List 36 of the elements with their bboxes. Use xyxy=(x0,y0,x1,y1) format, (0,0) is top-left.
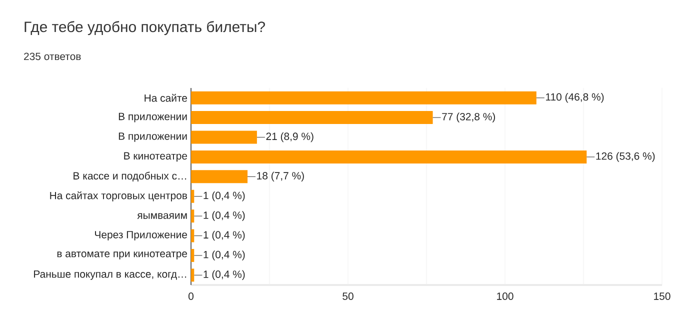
bar xyxy=(191,111,433,124)
chart-title: Где тебе удобно покупать билеты? xyxy=(24,21,265,36)
bar xyxy=(191,229,194,242)
x-tick-label: 150 xyxy=(654,292,670,300)
bar xyxy=(191,248,194,262)
y-tick-label: Раньше покупал в кассе, когд… xyxy=(34,270,186,280)
y-tick-label: В кинотеатре xyxy=(124,152,188,162)
y-tick-label: яымваяим xyxy=(137,213,187,219)
bar xyxy=(191,130,257,144)
bar xyxy=(191,170,248,184)
y-tick-label: На сайтах торговых центров xyxy=(50,191,188,202)
y-tick-label: Через Приложение xyxy=(95,231,188,240)
data-label: 1 (0,4 %) xyxy=(204,270,245,280)
data-label: 18 (7,7 %) xyxy=(257,172,304,182)
bar xyxy=(191,190,194,203)
data-label: 1 (0,4 %) xyxy=(204,250,245,260)
data-label: 77 (32,8 %) xyxy=(442,112,495,122)
bar xyxy=(191,91,536,104)
y-tick-label: В кассе и подобных с… xyxy=(74,172,186,182)
x-tick-label: 100 xyxy=(497,292,514,300)
x-tick-label: 0 xyxy=(188,292,194,300)
y-tick-label: В приложении xyxy=(118,132,187,142)
data-label: 126 (53,6 %) xyxy=(596,152,655,162)
x-tick-label: 50 xyxy=(342,292,354,300)
bar xyxy=(191,268,194,282)
y-tick-label: в автомате при кинотеатре xyxy=(57,252,188,260)
text: 235 ответов xyxy=(24,52,81,60)
y-tick-label: В приложении xyxy=(118,112,187,122)
data-label: 1 (0,4 %) xyxy=(204,230,245,241)
bar xyxy=(191,210,194,223)
data-label: 21 (8,9 %) xyxy=(266,132,314,142)
bar xyxy=(191,150,587,164)
data-label: 1 (0,4 %) xyxy=(204,191,245,202)
data-label: 110 (46,8 %) xyxy=(546,92,604,103)
y-tick-label: На сайте xyxy=(144,94,188,102)
data-label: 1 (0,4 %) xyxy=(204,211,245,221)
